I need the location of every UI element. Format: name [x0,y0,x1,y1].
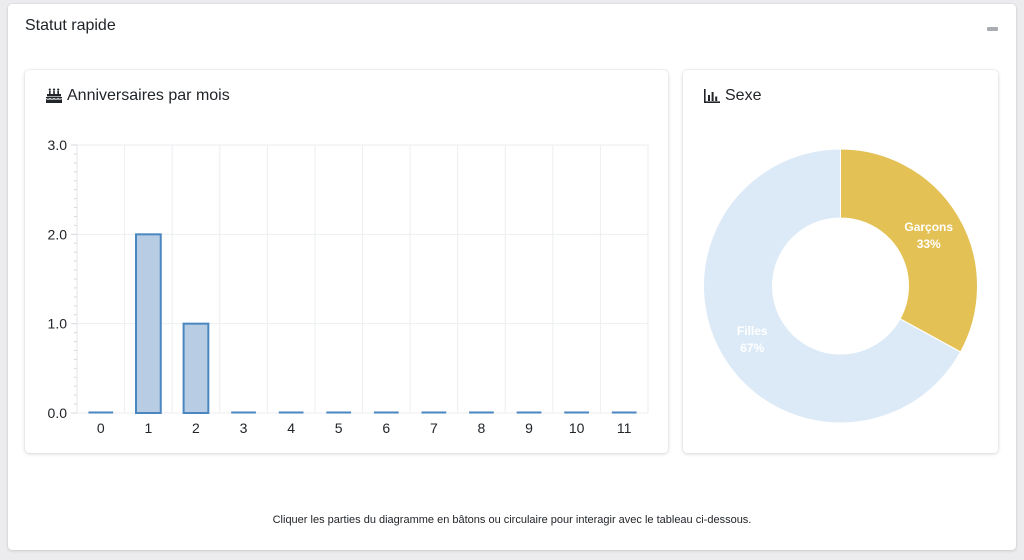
gender-card-title: Sexe [725,87,762,104]
birthdays-card: Anniversaires par mois 3.0 2.0 1.0 0.0 0 1 2 3 4… [25,70,668,453]
bar-month-0[interactable] [88,411,114,414]
x-tick-label: 0 [97,420,105,436]
gender-donut-chart[interactable]: Garçons 33% Filles 67% [683,70,998,453]
bar-month-10[interactable] [564,411,589,414]
slice-percent: 33% [917,237,941,251]
slice-label: Filles [737,324,768,338]
slice-girls[interactable] [703,148,962,424]
y-tick-label: 3.0 [48,137,68,153]
x-tick-label: 3 [240,420,248,436]
bar-month-7[interactable] [421,411,447,414]
x-tick-label: 2 [192,420,200,436]
bar-month-4[interactable] [278,411,304,414]
bar-chart-icon [703,88,721,104]
bar-month-8[interactable] [469,411,494,414]
y-tick-label: 1.0 [48,316,68,332]
chart-grid [71,144,649,414]
slice-percent: 67% [740,341,764,355]
birthdays-card-title: Anniversaires par mois [67,87,230,104]
gender-card-header: Sexe [703,85,761,107]
x-tick-label: 11 [617,420,632,436]
bar-month-6[interactable] [373,411,399,414]
y-tick-label: 0.0 [48,405,68,421]
x-tick-label: 8 [478,420,486,436]
bar-month-5[interactable] [326,411,352,414]
x-tick-label: 6 [382,420,390,436]
chart-hint-text: Cliquer les parties du diagramme en bâto… [272,514,752,526]
y-tick-label: 2.0 [48,226,68,242]
x-tick-label: 9 [525,420,533,436]
gender-card: Sexe Garçons 33% Filles 67% [683,70,998,453]
bar-month-2[interactable] [182,322,210,415]
x-tick-label: 4 [287,420,295,436]
quick-status-panel: Statut rapide Anniversaires par mois 3. [8,4,1016,550]
collapse-button[interactable] [987,27,998,31]
birthdays-card-header: Anniversaires par mois [45,85,230,107]
x-tick-label: 10 [569,420,585,436]
slice-label: Garçons [904,220,953,234]
birthday-cake-icon [45,88,63,104]
bar-month-1[interactable] [135,233,162,414]
birthdays-bar-chart[interactable]: 3.0 2.0 1.0 0.0 0 1 2 3 4 5 6 7 8 9 10 11 [25,70,668,453]
bar-month-9[interactable] [516,411,542,414]
bar-month-3[interactable] [231,411,256,414]
panel-title: Statut rapide [25,17,116,34]
bar-month-11[interactable] [611,411,637,414]
slice-boys[interactable] [840,148,978,353]
x-tick-label: 7 [430,420,438,436]
x-tick-label: 5 [335,420,343,436]
x-tick-label: 1 [144,420,152,436]
